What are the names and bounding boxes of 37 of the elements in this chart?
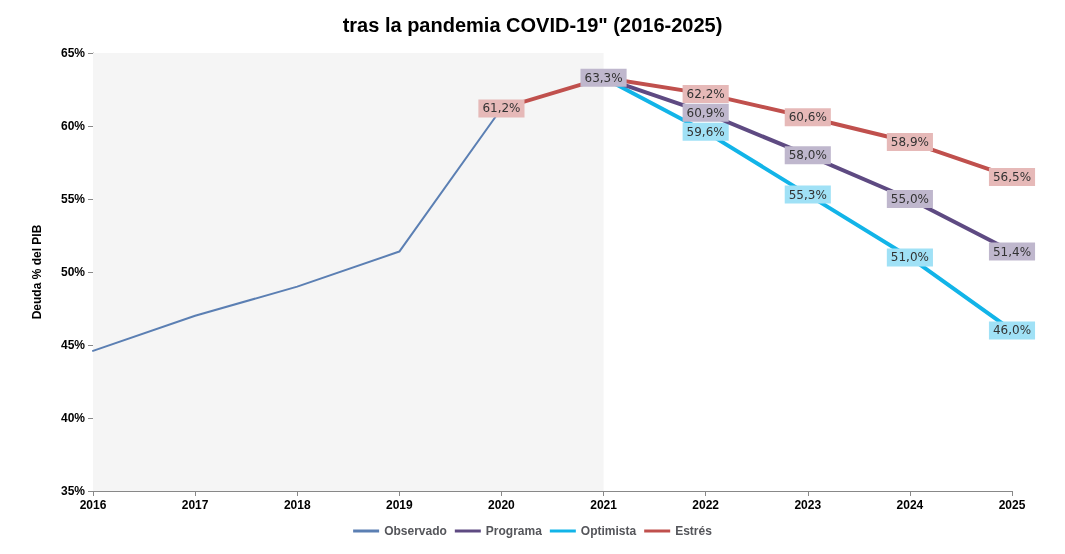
legend-label: Estrés <box>675 524 713 538</box>
y-tick-label: 60% <box>60 119 86 133</box>
x-tick-label: 2018 <box>283 498 311 512</box>
x-tick-label: 2017 <box>181 498 209 512</box>
y-tick-label: 35% <box>60 484 86 498</box>
data-label: 60,6% <box>788 110 827 125</box>
x-tick-label: 2023 <box>794 498 822 512</box>
y-tick-label: 55% <box>60 192 86 206</box>
x-tick-label: 2021 <box>590 498 618 512</box>
y-tick-label: 45% <box>60 338 86 352</box>
x-tick-label: 2024 <box>896 498 924 512</box>
y-axis-title: Deuda % del PIB <box>30 224 44 320</box>
legend-label: Optimista <box>580 524 637 538</box>
data-label: 55,0% <box>890 192 929 206</box>
y-tick-label: 65% <box>60 46 86 60</box>
data-label: 51,0% <box>890 250 929 265</box>
data-label: 60,9% <box>686 105 725 120</box>
data-label: 51,4% <box>992 244 1032 259</box>
data-label: 55,3% <box>788 187 827 202</box>
x-tick-label: 2022 <box>692 498 720 512</box>
x-tick-label: 2025 <box>998 498 1026 512</box>
data-label: 56,5% <box>992 170 1032 185</box>
data-label: 58,9% <box>890 135 929 150</box>
chart-title: tras la pandemia COVID-19" (2016-2025) <box>342 14 723 36</box>
data-label: 59,6% <box>686 124 725 139</box>
legend-label: Observado <box>384 524 447 538</box>
data-label: 62,2% <box>686 86 725 101</box>
x-tick-label: 2016 <box>79 498 107 512</box>
data-label: 46,0% <box>992 323 1032 338</box>
legend-label: Programa <box>485 524 543 538</box>
y-tick-label: 40% <box>60 411 86 425</box>
data-label: 61,2% <box>482 101 521 116</box>
y-tick-label: 50% <box>60 265 86 279</box>
data-label: 58,0% <box>788 148 827 163</box>
data-label: 63,3% <box>584 70 623 85</box>
x-tick-label: 2019 <box>385 498 413 512</box>
x-tick-label: 2020 <box>488 498 516 512</box>
